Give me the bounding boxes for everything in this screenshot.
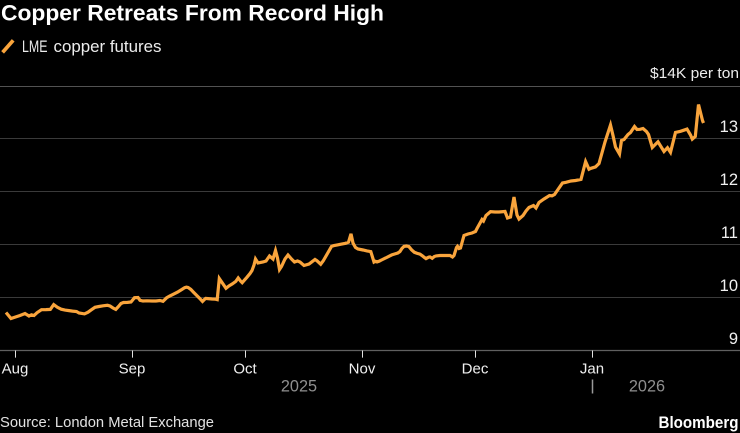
svg-text:Bloomberg: Bloomberg [659, 414, 739, 432]
svg-text:Nov: Nov [349, 361, 376, 378]
svg-text:Dec: Dec [462, 361, 489, 378]
svg-text:copper futures: copper futures [54, 38, 162, 56]
svg-text:Aug: Aug [2, 361, 29, 378]
svg-text:Jan: Jan [580, 361, 604, 378]
svg-text:LME: LME [22, 38, 48, 56]
svg-text:2025: 2025 [281, 378, 317, 396]
svg-text:2026: 2026 [629, 378, 665, 396]
svg-text:Copper Retreats From Record Hi: Copper Retreats From Record High [1, 0, 384, 25]
svg-text:13: 13 [720, 118, 738, 136]
svg-text:Sep: Sep [119, 361, 146, 378]
svg-text:12: 12 [720, 171, 738, 189]
svg-text:$14K per ton: $14K per ton [650, 65, 739, 82]
svg-text:Oct: Oct [233, 361, 257, 378]
svg-text:11: 11 [721, 224, 738, 242]
svg-text:9: 9 [729, 330, 738, 348]
svg-text:10: 10 [720, 277, 738, 295]
svg-text:Source: London Metal Exchange: Source: London Metal Exchange [0, 414, 214, 431]
